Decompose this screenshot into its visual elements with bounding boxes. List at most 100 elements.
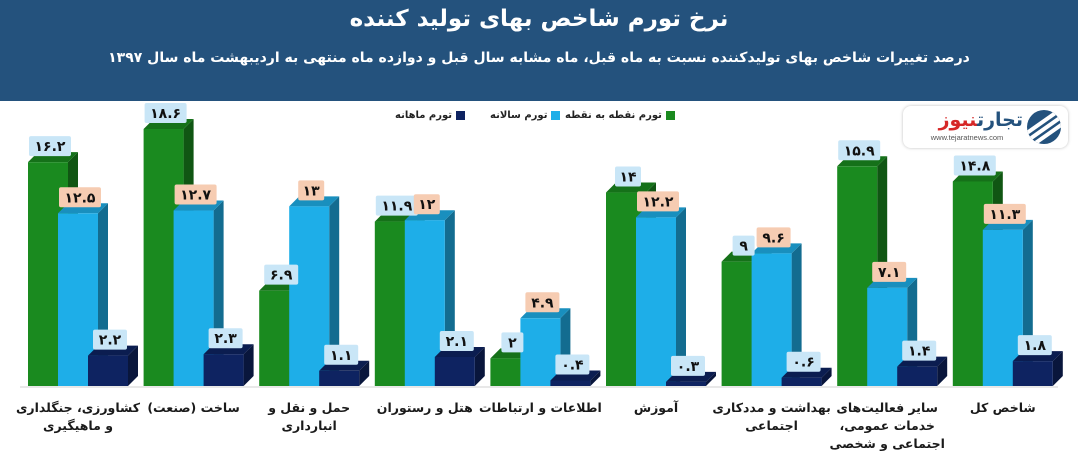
category-label: حمل و نقل و انبارداری bbox=[243, 399, 375, 435]
header-banner: نرخ تورم شاخص بهای تولید کننده درصد تغیی… bbox=[0, 0, 1078, 101]
data-label-box bbox=[144, 103, 187, 123]
category-label-line: اجتماعی bbox=[745, 418, 798, 433]
data-label-text: ۰.۴ bbox=[561, 357, 584, 373]
data-label-box bbox=[555, 354, 590, 375]
data-label-text: ۱۴ bbox=[619, 170, 637, 186]
data-label-box bbox=[93, 329, 127, 350]
legend-label-annual: تورم سالانه bbox=[490, 110, 548, 121]
data-label: ۲.۱ bbox=[439, 330, 474, 351]
data-label-text: ۷.۱ bbox=[878, 265, 900, 281]
data-label: ۱.۱ bbox=[324, 344, 359, 365]
bar-side bbox=[329, 196, 340, 386]
data-label: ۱۳ bbox=[298, 180, 325, 201]
data-label-box bbox=[786, 351, 821, 372]
bar bbox=[203, 344, 254, 386]
data-label-box bbox=[902, 340, 937, 361]
data-label-box bbox=[59, 187, 101, 208]
data-label-text: ۱۱.۳ bbox=[989, 207, 1020, 223]
data-label-text: ۱۲ bbox=[418, 197, 436, 213]
category-label-line: اطلاعات و ارتباطات bbox=[478, 400, 602, 415]
bar-front bbox=[1012, 361, 1053, 386]
data-label: ۰.۳ bbox=[671, 355, 705, 376]
bar-side bbox=[243, 344, 254, 386]
logo-wordmark: تجارتنیوز bbox=[911, 108, 1023, 132]
data-label-box bbox=[208, 328, 243, 349]
data-label-text: ۱.۱ bbox=[330, 348, 352, 364]
data-label-box bbox=[29, 136, 71, 157]
data-label-box bbox=[983, 203, 1026, 224]
data-label-box bbox=[732, 235, 755, 256]
data-label-text: ۱۲.۲ bbox=[643, 194, 674, 210]
bar-side bbox=[937, 356, 948, 386]
data-label: ۱.۴ bbox=[902, 340, 937, 361]
bar-side bbox=[128, 345, 138, 386]
data-label: ۱.۸ bbox=[1017, 335, 1052, 356]
data-label-box bbox=[501, 332, 524, 353]
bar bbox=[897, 356, 948, 386]
data-label: ۱۱.۳ bbox=[983, 203, 1026, 224]
category-label: بهداشت و مددکاری اجتماعی bbox=[706, 399, 838, 435]
category-label: سایر فعالیت‌های خدمات عمومی، اجتماعی و شخص… bbox=[821, 399, 953, 453]
data-label-box bbox=[756, 227, 791, 248]
data-label-text: ۲.۳ bbox=[214, 331, 237, 347]
data-label-text: ۱۶.۲ bbox=[35, 139, 66, 155]
data-label-text: ۱۴.۸ bbox=[959, 159, 990, 175]
category-label-line: حمل و نقل و bbox=[268, 400, 351, 415]
category-label-line: کشاورزی، جنگلداری bbox=[15, 400, 141, 415]
bar-front bbox=[781, 377, 822, 386]
data-label-box bbox=[525, 292, 560, 313]
bar-front bbox=[636, 217, 676, 386]
data-label-text: ۱۲.۷ bbox=[180, 188, 211, 204]
data-label-box bbox=[439, 330, 474, 351]
category-label: ساخت (صنعت) bbox=[128, 399, 260, 417]
chart-subtitle: درصد تغییرات شاخص بهای تولیدکننده نسبت ب… bbox=[108, 50, 970, 66]
bar-group bbox=[952, 171, 1063, 386]
data-label-box bbox=[838, 140, 881, 161]
data-label-box bbox=[671, 355, 705, 376]
bar-side bbox=[590, 370, 601, 386]
bar-group bbox=[28, 152, 138, 386]
category-label-line: خدمات عمومی، bbox=[839, 418, 935, 433]
category-label: آموزش bbox=[590, 399, 722, 417]
data-label-box bbox=[413, 194, 440, 215]
tejaratnews-logo: تجارتنیوز www.tejaratnews.com bbox=[903, 106, 1068, 148]
bar-side bbox=[791, 243, 802, 386]
category-label: هتل و رستوران bbox=[359, 399, 491, 417]
data-label-text: ۴.۹ bbox=[531, 295, 554, 311]
data-label: ۱۸.۶ bbox=[144, 103, 187, 123]
bar-front bbox=[434, 356, 475, 386]
data-label: ۹ bbox=[732, 235, 755, 256]
bar bbox=[289, 196, 340, 386]
category-label-line: شاخص کل bbox=[969, 400, 1036, 415]
bar-front bbox=[897, 366, 938, 386]
data-label-text: ۶.۹ bbox=[270, 268, 293, 284]
data-label-text: ۱.۸ bbox=[1024, 338, 1047, 354]
data-label-text: ۲ bbox=[508, 335, 517, 351]
logo-emblem-icon bbox=[1027, 110, 1061, 144]
bar-front bbox=[289, 206, 330, 386]
legend-swatch-monthly bbox=[456, 110, 466, 120]
chart-title: نرخ تورم شاخص بهای تولید کننده bbox=[349, 6, 729, 32]
legend-item-monthly: تورم ماهانه bbox=[395, 110, 466, 124]
bar-side bbox=[706, 371, 716, 386]
bar-group bbox=[606, 182, 716, 386]
data-label: ۰.۶ bbox=[786, 351, 821, 372]
bar bbox=[751, 243, 802, 386]
bar-front bbox=[88, 355, 128, 386]
data-label: ۱۴.۸ bbox=[953, 155, 996, 176]
category-label: شاخص کل bbox=[937, 399, 1069, 417]
bar-front bbox=[550, 380, 591, 386]
bar-side bbox=[359, 360, 370, 386]
data-label-text: ۱۲.۵ bbox=[65, 190, 96, 206]
data-label-box bbox=[1017, 335, 1052, 356]
bar-front bbox=[520, 318, 561, 386]
bar-front bbox=[751, 253, 792, 386]
data-label: ۱۶.۲ bbox=[29, 136, 71, 157]
category-label-line: ساخت (صنعت) bbox=[147, 400, 240, 415]
data-label: ۱۲.۷ bbox=[174, 184, 217, 205]
legend-swatch-annual bbox=[551, 110, 561, 120]
data-label-box bbox=[637, 191, 679, 212]
data-label-box bbox=[324, 344, 359, 365]
bar-chart: ۱۶.۲ ۱۲.۵ ۲.۲ ۱۸.۶ ۱۲.۷ ۲.۳ ۶.۹ ۱۳ ۱.۱ ۱۱.۹ ۱۲ ۲.۱ ۲… bbox=[20, 103, 1063, 388]
